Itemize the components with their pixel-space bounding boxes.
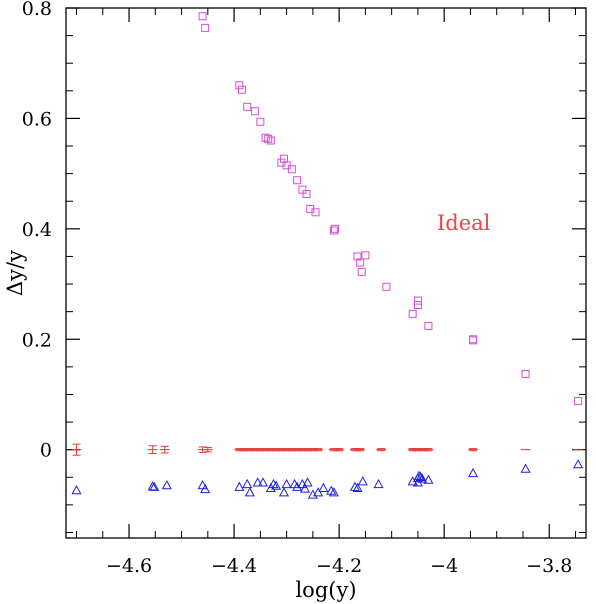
triangle-point <box>326 485 337 495</box>
square-point <box>311 208 320 217</box>
error-bar-point <box>202 446 213 453</box>
square-point <box>356 258 365 267</box>
x-axis-title: log(y) <box>295 578 356 602</box>
square-point <box>298 185 307 194</box>
square-point <box>201 23 210 32</box>
triangle-point <box>257 477 269 487</box>
triangle-point <box>468 467 479 478</box>
triangle-point <box>349 481 360 491</box>
triangle-point <box>520 463 531 473</box>
square-point <box>330 224 339 233</box>
y-tick-label: 0.4 <box>22 219 52 241</box>
square-point <box>251 107 260 116</box>
error-bar-point <box>71 443 82 456</box>
triangle-point <box>268 478 279 489</box>
square-point <box>198 12 207 21</box>
square-point <box>413 301 422 310</box>
plot-frame <box>65 7 587 539</box>
error-bar-point <box>423 448 434 452</box>
triangle-point <box>373 478 384 489</box>
triangle-point <box>573 459 584 469</box>
axis-ticks: −4.6 −4.4 −4.2 −4 −3.8 0 0.2 0.4 0.6 0.8 <box>22 0 586 577</box>
square-point <box>264 134 273 143</box>
ideal-annotation: Ideal <box>437 211 491 235</box>
square-series <box>198 12 583 406</box>
square-point <box>382 282 391 291</box>
x-tick-label: −3.8 <box>526 555 572 577</box>
square-point <box>293 176 302 185</box>
square-point <box>408 309 417 318</box>
square-point <box>413 296 422 305</box>
triangle-series <box>71 459 584 499</box>
triangle-point <box>252 477 263 487</box>
error-bar-series <box>71 443 584 456</box>
error-bar-point <box>147 445 158 455</box>
triangle-point <box>234 481 245 491</box>
square-point <box>237 85 246 94</box>
triangle-point <box>352 482 363 493</box>
triangle-point <box>423 474 434 484</box>
error-bar-point <box>376 448 387 452</box>
square-point <box>361 251 370 260</box>
y-tick-label: 0.8 <box>22 0 52 20</box>
triangle-point <box>299 483 311 493</box>
triangle-point <box>147 481 158 491</box>
triangle-point <box>200 483 211 494</box>
triangle-point <box>161 480 172 490</box>
triangle-point <box>302 477 313 487</box>
error-bar-point <box>159 445 170 454</box>
square-point <box>353 252 362 261</box>
triangle-point <box>318 482 329 493</box>
triangle-point <box>242 478 253 489</box>
error-bar-point <box>334 448 345 452</box>
x-tick-label: −4 <box>430 555 458 577</box>
square-point <box>469 336 478 345</box>
y-tick-label: 0 <box>40 440 52 462</box>
triangle-point <box>407 476 418 486</box>
square-point <box>521 370 530 379</box>
triangle-point <box>313 487 324 497</box>
triangle-point <box>71 484 82 495</box>
error-bar-point <box>468 448 479 452</box>
triangle-point <box>149 481 160 491</box>
triangle-point <box>278 487 290 497</box>
square-point <box>357 267 366 276</box>
square-point <box>287 165 296 174</box>
y-axis-title: Δy/y <box>3 250 27 296</box>
triangle-point <box>244 487 255 497</box>
triangle-point <box>357 476 368 486</box>
triangle-point <box>328 487 339 497</box>
x-tick-label: −4.2 <box>316 555 362 577</box>
triangle-point <box>417 473 428 483</box>
square-point <box>574 397 583 406</box>
square-point <box>424 322 433 330</box>
square-point <box>261 133 270 142</box>
triangle-point <box>281 478 292 489</box>
square-point <box>302 190 311 199</box>
square-point <box>329 226 338 235</box>
x-tick-label: −4.6 <box>106 555 152 577</box>
error-bar-point <box>355 448 366 452</box>
y-tick-label: 0.6 <box>22 108 52 130</box>
x-tick-label: −4.4 <box>211 555 257 577</box>
triangle-point <box>415 471 426 481</box>
square-point <box>235 81 244 90</box>
y-tick-label: 0.2 <box>22 329 52 351</box>
square-point <box>243 102 252 111</box>
error-bar-point <box>313 448 324 452</box>
square-point <box>256 117 265 126</box>
triangle-point <box>271 480 282 490</box>
square-point <box>266 136 275 145</box>
